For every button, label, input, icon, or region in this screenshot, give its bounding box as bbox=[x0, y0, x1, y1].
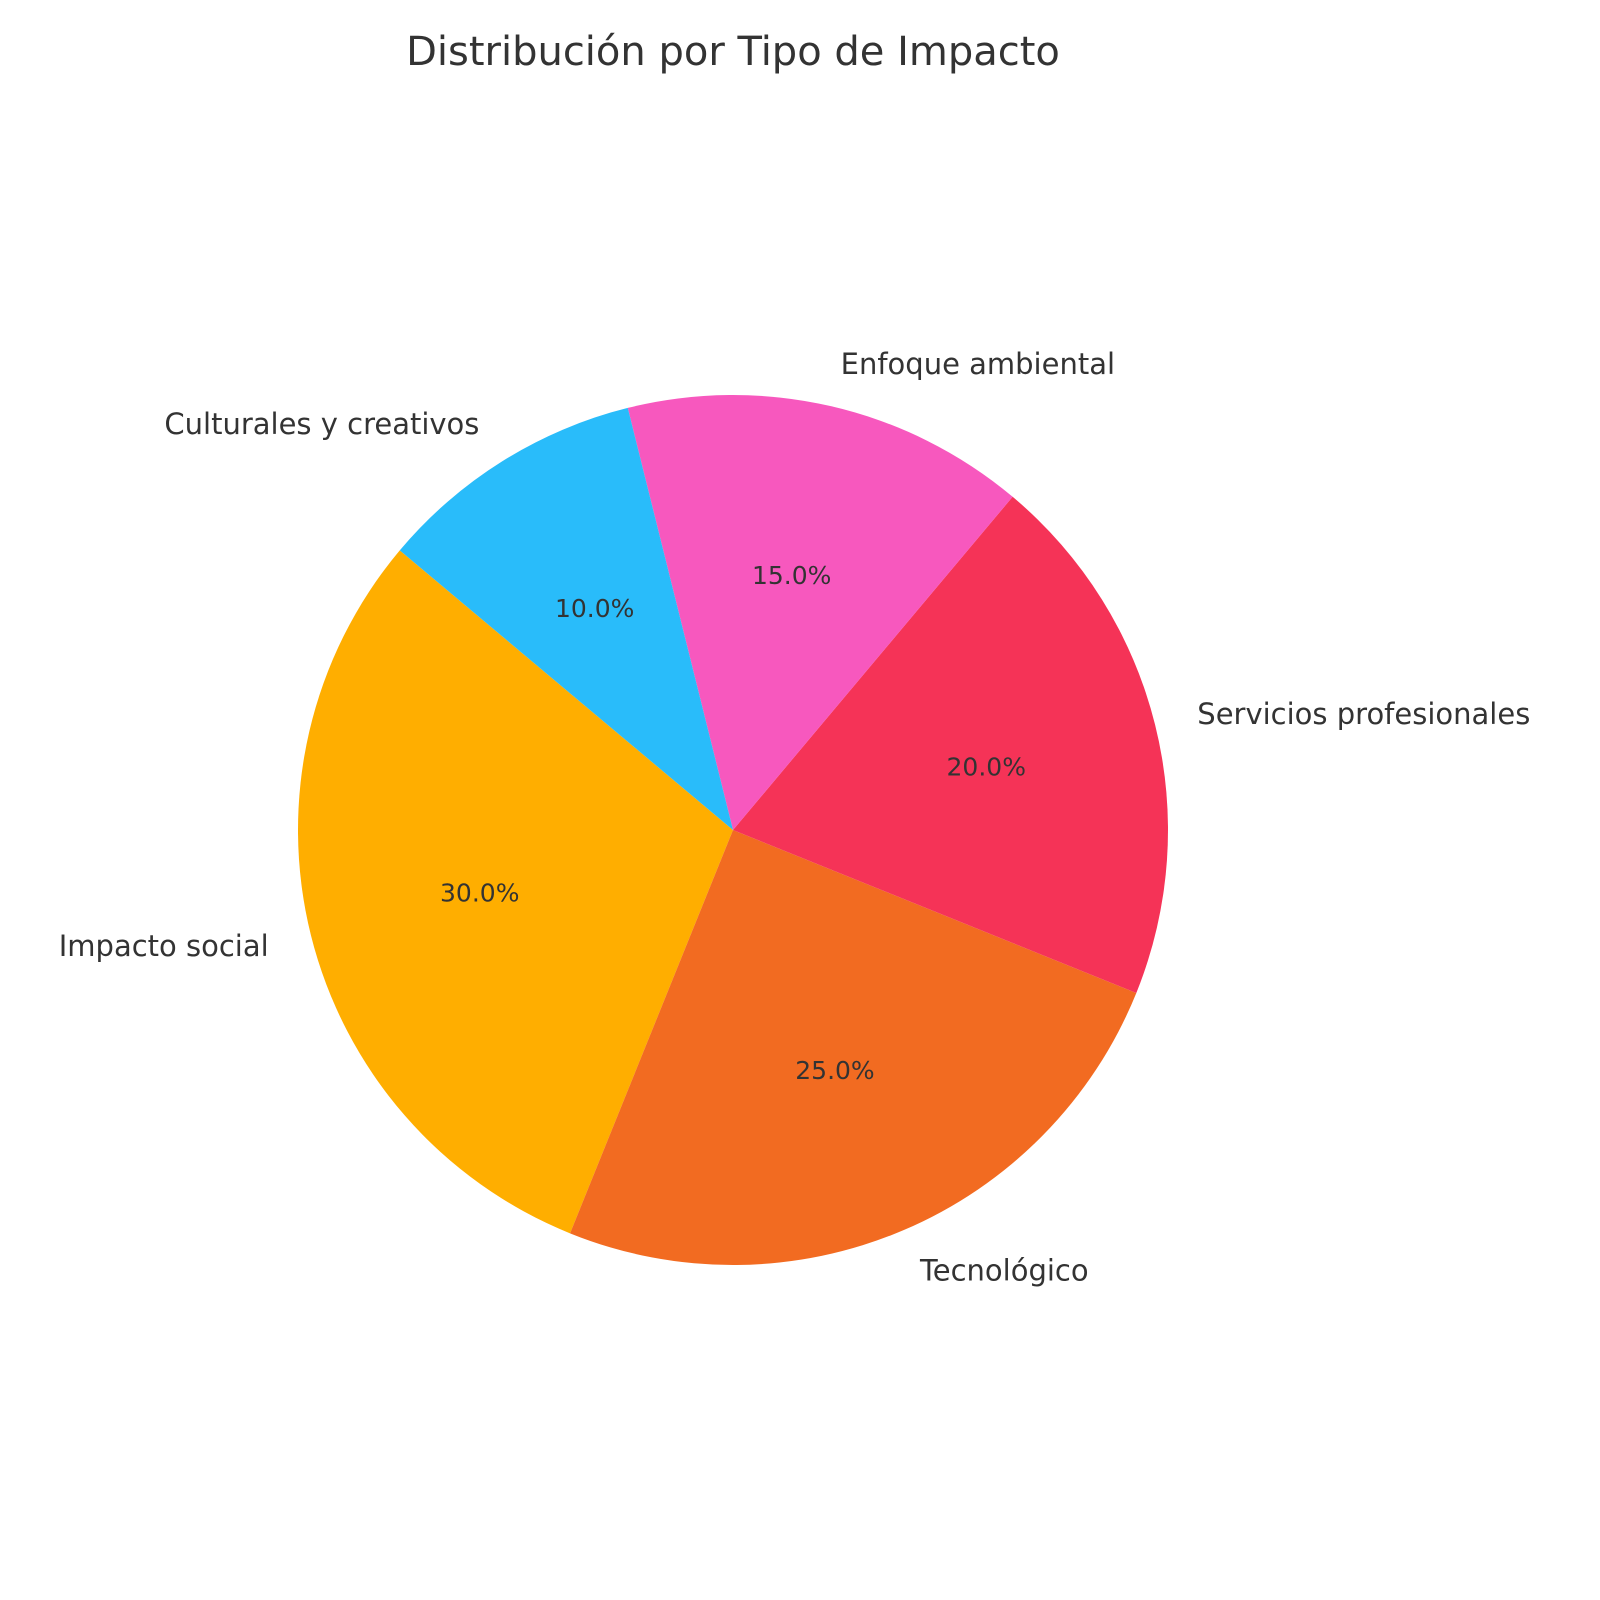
pie-labels: Impacto social 30.0% Tecnológico 25.0% Servi… bbox=[59, 347, 1531, 1288]
pie-slice-servicios-profesionales bbox=[733, 496, 1168, 993]
slice-label-tecnologico: Tecnológico bbox=[919, 1253, 1089, 1287]
pie-slice-culturales-y-creativos bbox=[399, 407, 733, 830]
chart-title: Distribución por Tipo de Impacto bbox=[406, 29, 1060, 75]
pie-slice-tecnologico bbox=[570, 830, 1137, 1265]
pie-slice-impacto-social bbox=[297, 550, 733, 1234]
pie-slice-enfoque-ambiental bbox=[627, 395, 1013, 830]
slice-percent-culturales-y-creativos: 10.0% bbox=[555, 594, 634, 623]
slice-label-enfoque-ambiental: Enfoque ambiental bbox=[841, 347, 1115, 381]
slice-percent-enfoque-ambiental: 15.0% bbox=[752, 561, 831, 590]
slice-label-impacto-social: Impacto social bbox=[59, 929, 269, 963]
slice-percent-impacto-social: 30.0% bbox=[440, 879, 519, 908]
pie-slices bbox=[297, 395, 1168, 1265]
slice-percent-servicios-profesionales: 20.0% bbox=[947, 752, 1026, 781]
slice-label-culturales-y-creativos: Culturales y creativos bbox=[164, 407, 479, 441]
slice-percent-tecnologico: 25.0% bbox=[795, 1056, 874, 1085]
slice-label-servicios-profesionales: Servicios profesionales bbox=[1197, 697, 1530, 731]
